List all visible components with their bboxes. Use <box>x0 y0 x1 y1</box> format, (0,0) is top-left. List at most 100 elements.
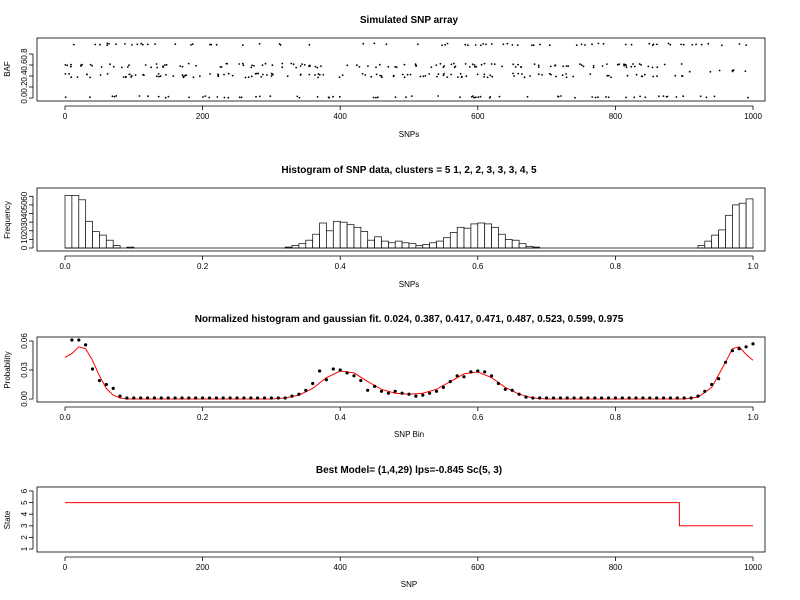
snp-point <box>517 63 519 66</box>
panel-3-frame <box>36 336 766 403</box>
probability-point <box>579 396 583 400</box>
snp-point <box>707 42 710 45</box>
snp-point <box>270 75 273 77</box>
snp-point <box>128 73 131 76</box>
snp-point <box>225 62 228 65</box>
probability-point <box>379 389 384 393</box>
panel-snp-array: Simulated SNP array 0 200 400 600 800 1000 0.… <box>3 15 766 139</box>
snp-point <box>356 64 358 67</box>
snp-point <box>156 66 159 69</box>
x-tick-label: 0.6 <box>472 413 484 422</box>
snp-point <box>633 65 636 68</box>
snp-point <box>270 72 273 75</box>
snp-point <box>403 63 406 66</box>
probability-point <box>696 394 700 398</box>
probability-point <box>235 396 239 400</box>
probability-point <box>221 396 225 400</box>
snp-point <box>532 44 535 46</box>
snp-point <box>489 74 492 77</box>
snp-point <box>644 96 647 99</box>
snp-point <box>215 43 218 46</box>
snp-point <box>68 73 70 75</box>
snp-point <box>574 96 576 99</box>
snp-point <box>314 74 316 76</box>
snp-point <box>80 65 82 67</box>
probability-point <box>118 394 122 398</box>
y-tick-label: 0.2 <box>20 81 29 93</box>
snp-point <box>663 63 666 66</box>
snp-point <box>108 43 110 45</box>
snp-point <box>700 43 703 46</box>
snp-point <box>251 64 253 67</box>
y-tick-label: 3 <box>20 523 29 528</box>
snp-point <box>416 43 419 46</box>
snp-point <box>338 76 341 79</box>
histogram-bar <box>504 239 513 249</box>
x-tick-label: 1.0 <box>747 413 759 422</box>
snp-point <box>217 74 220 77</box>
histogram-bar <box>511 239 520 249</box>
snp-point <box>378 63 381 66</box>
y-tick-label: 6 <box>20 488 29 493</box>
snp-point <box>140 42 143 45</box>
snp-point <box>468 66 471 68</box>
probability-point <box>613 396 618 400</box>
snp-point <box>209 43 211 46</box>
y-tick-label: 30 <box>20 217 29 226</box>
histogram-bar <box>422 244 431 249</box>
probability-point <box>400 391 404 395</box>
snp-point <box>199 75 201 78</box>
snp-point <box>338 95 341 98</box>
snp-point <box>303 64 306 66</box>
panel-2-frame <box>36 187 766 252</box>
snp-point <box>372 96 375 99</box>
snp-point <box>361 72 364 75</box>
snp-point <box>531 44 533 47</box>
y-tick-label: 0 <box>20 245 29 250</box>
histogram-bar <box>374 236 382 249</box>
snp-point <box>548 44 551 47</box>
snp-point <box>652 43 655 46</box>
snp-point <box>567 65 570 67</box>
snp-point <box>738 43 741 45</box>
snp-point <box>164 96 167 99</box>
probability-point <box>710 382 714 387</box>
snp-point <box>471 63 474 66</box>
histogram-bar <box>725 214 733 249</box>
snp-point <box>64 64 67 66</box>
snp-point <box>565 73 567 75</box>
snp-point <box>475 65 478 68</box>
snp-point <box>167 95 170 98</box>
snp-point <box>516 44 519 46</box>
panel-1-y-axis: 0.00.20.40.60.8 <box>20 48 34 104</box>
snp-point <box>394 96 397 98</box>
snp-point <box>106 73 109 75</box>
probability-point <box>730 349 735 353</box>
snp-point <box>322 73 325 76</box>
snp-point <box>364 74 367 76</box>
panel-3-y-label: Probability <box>3 351 12 388</box>
snp-point <box>667 42 670 45</box>
snp-point <box>121 66 123 69</box>
probability-point <box>366 388 370 392</box>
x-tick-label: 400 <box>334 563 348 572</box>
probability-point <box>441 385 445 389</box>
probability-point <box>434 389 439 393</box>
snp-point <box>111 95 114 98</box>
snp-point <box>204 95 207 97</box>
histogram-bar <box>64 195 73 249</box>
histogram-bar <box>291 245 300 249</box>
histogram-bar <box>443 237 451 249</box>
snp-point <box>64 96 67 98</box>
probability-point <box>662 396 666 400</box>
snp-point <box>610 76 612 79</box>
snp-point <box>190 44 192 46</box>
x-tick-label: 0.0 <box>59 262 71 271</box>
probability-point <box>421 393 425 397</box>
histogram-bar <box>498 233 506 249</box>
probability-point <box>146 396 150 400</box>
snp-point <box>480 44 482 47</box>
snp-point <box>131 44 133 46</box>
panel-1-points <box>64 42 749 99</box>
x-tick-label: 0.8 <box>610 262 622 271</box>
